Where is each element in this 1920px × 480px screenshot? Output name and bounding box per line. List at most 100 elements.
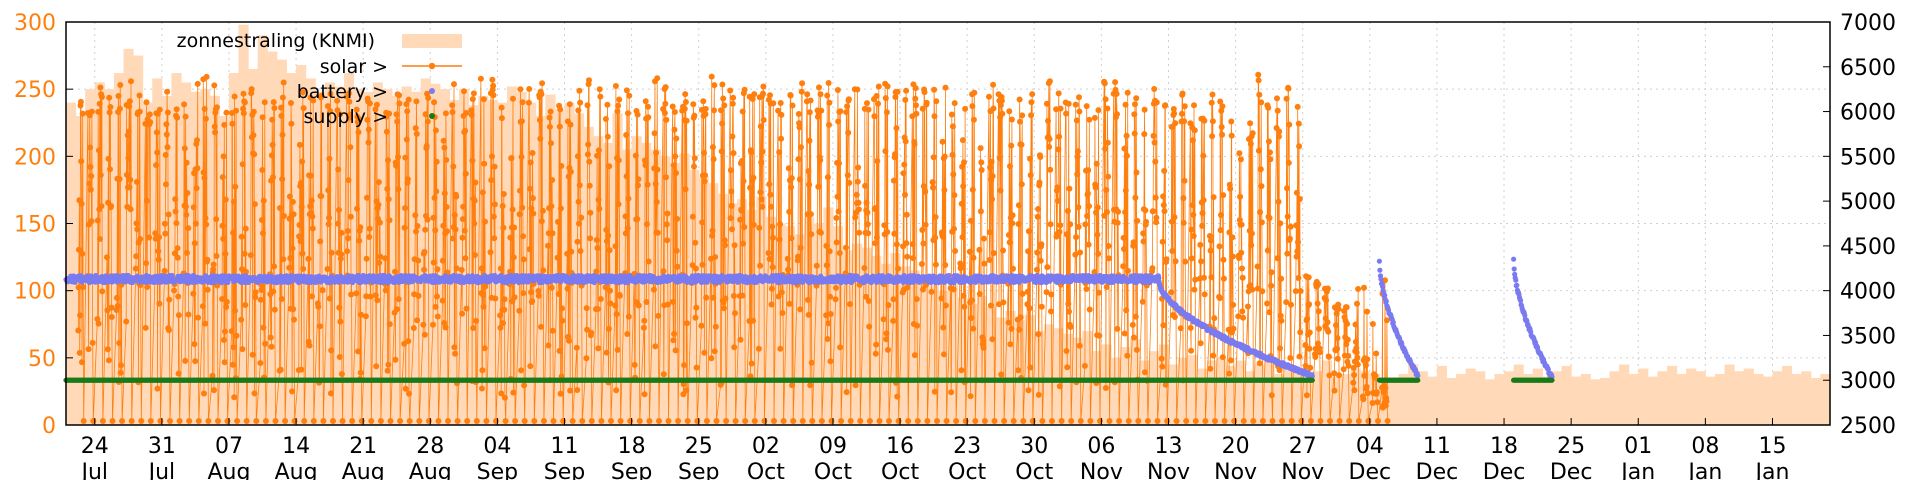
solar-point — [1258, 219, 1265, 226]
solar-point — [806, 137, 813, 144]
solar-point — [117, 82, 124, 88]
solar-point — [199, 303, 206, 310]
solar-point — [156, 106, 163, 113]
solar-point — [1122, 101, 1129, 108]
solar-point — [1034, 266, 1040, 273]
solar-point — [1123, 132, 1130, 139]
solar-point — [645, 114, 652, 121]
solar-point — [939, 233, 946, 240]
solar-point — [612, 83, 619, 89]
solar-point — [309, 293, 315, 300]
solar-point — [1154, 418, 1161, 424]
solar-point — [511, 294, 518, 301]
solar-point — [479, 385, 485, 392]
solar-point — [326, 295, 333, 302]
solar-point — [1121, 246, 1127, 252]
solar-point — [128, 78, 134, 85]
solar-point — [1120, 234, 1127, 241]
solar-point — [281, 213, 287, 219]
irradiance-bar — [267, 51, 278, 425]
solar-point — [477, 75, 484, 82]
solar-point — [1236, 150, 1243, 157]
solar-point — [538, 323, 544, 330]
irradiance-bar — [94, 82, 105, 425]
solar-point — [173, 106, 180, 113]
solar-point — [731, 344, 738, 351]
solar-point — [864, 209, 871, 216]
solar-point — [1162, 102, 1169, 109]
solar-point — [471, 220, 478, 227]
solar-point — [883, 330, 890, 337]
solar-point — [155, 248, 162, 255]
solar-point — [269, 141, 276, 148]
solar-point — [712, 323, 719, 330]
solar-point — [670, 298, 676, 305]
solar-point — [949, 123, 956, 130]
solar-point — [1077, 418, 1084, 424]
solar-point — [377, 253, 384, 260]
solar-point — [643, 299, 650, 305]
solar-point — [585, 141, 592, 148]
solar-point — [1158, 355, 1165, 362]
solar-point — [337, 111, 344, 118]
solar-point — [127, 176, 134, 183]
solar-point — [364, 116, 371, 123]
solar-point — [941, 187, 948, 193]
solar-point — [902, 191, 908, 198]
solar-point — [797, 306, 804, 313]
solar-point — [799, 80, 806, 87]
irradiance-bar — [880, 263, 891, 425]
solar-point — [1073, 117, 1080, 124]
solar-point — [402, 154, 409, 161]
irradiance-bar — [842, 250, 853, 425]
solar-point — [1015, 221, 1022, 227]
solar-point — [1312, 354, 1319, 360]
solar-point — [642, 162, 649, 169]
solar-point — [1073, 234, 1080, 241]
solar-point — [727, 215, 734, 222]
solar-point — [882, 148, 889, 155]
solar-point — [76, 349, 83, 356]
solar-point — [234, 418, 241, 424]
solar-point — [641, 391, 648, 398]
solar-point — [950, 286, 957, 293]
solar-point — [1135, 418, 1142, 424]
solar-point — [959, 137, 966, 144]
solar-point — [968, 315, 975, 321]
solar-point — [1018, 181, 1025, 188]
solar-point — [161, 267, 168, 274]
solar-point — [221, 121, 228, 128]
solar-point — [769, 223, 776, 230]
solar-point — [1065, 100, 1072, 107]
solar-point — [232, 307, 238, 314]
solar-point — [1017, 118, 1023, 125]
solar-point — [1350, 364, 1357, 371]
solar-point — [996, 155, 1003, 162]
solar-point — [1048, 291, 1055, 298]
solar-point — [529, 298, 536, 305]
solar-point — [1063, 110, 1070, 117]
solar-point — [1293, 253, 1300, 260]
solar-point — [80, 418, 87, 424]
solar-point — [1293, 189, 1300, 196]
solar-point — [1236, 217, 1243, 223]
solar-point — [924, 418, 931, 424]
irradiance-bar — [1321, 360, 1332, 425]
irradiance-bar — [1695, 371, 1706, 425]
solar-point — [710, 156, 717, 163]
solar-point — [259, 167, 266, 173]
solar-point — [1075, 223, 1082, 230]
solar-point — [998, 97, 1005, 104]
solar-point — [691, 155, 698, 162]
solar-point — [1361, 372, 1368, 379]
solar-point — [624, 331, 631, 337]
solar-point — [833, 239, 840, 246]
irradiance-bar — [1551, 371, 1563, 425]
solar-point — [1171, 110, 1178, 117]
solar-point — [1097, 418, 1103, 424]
solar-point — [449, 102, 456, 109]
solar-point — [617, 418, 624, 424]
solar-point — [201, 175, 208, 181]
solar-point — [432, 127, 439, 134]
solar-point — [1008, 116, 1015, 123]
